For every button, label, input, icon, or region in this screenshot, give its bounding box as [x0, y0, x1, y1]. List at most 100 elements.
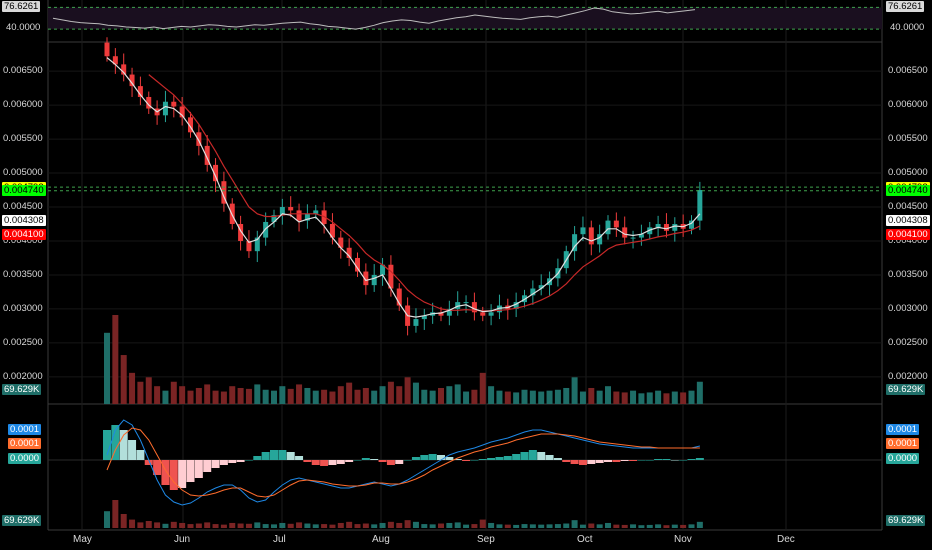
volume-bar-47	[496, 390, 503, 404]
macd-volume-bar-6	[154, 522, 161, 528]
macd-hist-31	[361, 458, 370, 460]
macd-hist-52	[537, 452, 546, 460]
macd-volume-bar-52	[538, 524, 545, 528]
x-tick-may: May	[73, 534, 92, 545]
y-tick-right-3: 0.005000	[888, 167, 928, 179]
candle-body-43	[463, 302, 469, 304]
volume-bar-21	[279, 386, 286, 404]
candle-body-30	[355, 257, 360, 272]
volume-bar-35	[396, 386, 403, 404]
macd-hist-49	[512, 454, 521, 460]
macd-volume-bar-50	[521, 524, 528, 528]
macd-volume-bar-10	[187, 524, 194, 528]
macd-hist-24	[303, 460, 312, 462]
macd-volume-bar-42	[454, 522, 461, 528]
candle-body-71	[697, 190, 703, 221]
macd-hist-9	[178, 460, 187, 488]
candle-body-65	[647, 227, 653, 235]
volume-bar-2	[120, 355, 127, 404]
candle-body-52	[538, 285, 544, 289]
price-badge-right-2: 0.004308	[886, 214, 930, 226]
volume-bar-41	[446, 386, 453, 404]
macd-hist-0	[103, 430, 111, 460]
macd-line-0	[106, 419, 701, 506]
candle-body-19	[263, 221, 269, 238]
macd-volume-bar-25	[312, 524, 319, 528]
macd-hist-47	[495, 457, 504, 460]
macd-hist-5	[144, 460, 153, 465]
macd-hist-37	[411, 457, 420, 460]
macd-volume-bar-27	[329, 524, 336, 528]
macd-volume-bar-18	[254, 522, 261, 528]
macd-volume-bar-8	[170, 521, 177, 528]
candle-body-58	[588, 227, 594, 245]
macd-volume-bar-26	[321, 524, 328, 528]
macd-hist-23	[295, 456, 304, 460]
macd-volume-bar-48	[504, 524, 511, 528]
macd-volume-bar-11	[195, 523, 202, 528]
macd-volume-bar-43	[463, 524, 470, 528]
macd-hist-54	[553, 458, 562, 460]
macd-badge-right-1: 0.0001	[886, 438, 920, 449]
candle-body-40	[438, 312, 444, 316]
rsi-badge-bottom-left: 40.0000	[6, 22, 41, 33]
volume-bar-51	[529, 390, 536, 404]
rsi-badge-bottom-right: 40.0000	[890, 22, 925, 33]
candle-body-67	[663, 224, 669, 231]
macd-badge-left-0: 0.0001	[8, 424, 42, 435]
macd-hist-45	[478, 459, 487, 460]
candle-body-64	[638, 234, 644, 238]
volume-bar-44	[471, 389, 478, 404]
y-tick-left-4: 0.004500	[3, 201, 43, 213]
macd-hist-38	[420, 455, 429, 460]
volume-bar-58	[588, 387, 595, 404]
candle-body-20	[271, 215, 277, 222]
y-tick-right-0: 0.006500	[888, 65, 928, 77]
macd-hist-26	[320, 460, 329, 466]
volume-bar-20	[271, 390, 277, 404]
macd-hist-25	[311, 460, 320, 465]
macd-volume-bar-70	[688, 524, 695, 528]
volume-bar-4	[137, 381, 144, 404]
macd-volume-bar-32	[371, 524, 378, 528]
volume-bar-39	[429, 390, 436, 404]
macd-volume-bar-57	[579, 524, 586, 528]
macd-hist-64	[637, 460, 646, 461]
candle-body-21	[279, 207, 285, 216]
volume-bar-25	[312, 390, 319, 404]
ema-fast-line	[106, 57, 701, 318]
macd-volume-bar-53	[546, 524, 553, 528]
macd-volume-bar-5	[145, 521, 152, 528]
macd-hist-67	[662, 459, 671, 460]
volume-bar-40	[438, 387, 444, 404]
macd-hist-51	[528, 450, 537, 460]
y-tick-right-9: 0.002000	[888, 370, 928, 382]
candle-body-51	[530, 288, 536, 296]
volume-bar-54	[554, 389, 561, 404]
macd-volume-bar-13	[212, 524, 219, 528]
candle-body-4	[137, 86, 143, 97]
y-tick-left-9: 0.002000	[3, 370, 43, 382]
volume-bar-27	[329, 391, 336, 404]
macd-volume-bar-65	[646, 524, 653, 528]
volume-bar-53	[546, 390, 553, 404]
candle-body-63	[630, 237, 636, 239]
candle-body-17	[246, 240, 252, 252]
candle-body-32	[371, 274, 377, 286]
macd-volume-bar-45	[479, 519, 486, 528]
candle-body-61	[613, 220, 619, 228]
macd-volume-bar-40	[438, 523, 444, 528]
y-tick-right-5: 0.004000	[888, 234, 928, 246]
macd-hist-53	[545, 455, 554, 460]
volume-bar-69	[680, 392, 687, 404]
price-badge-left-3: 0.004100	[2, 228, 46, 240]
macd-volume-bar-35	[396, 522, 403, 528]
candle-body-24	[304, 213, 310, 221]
candle-body-7	[162, 101, 168, 116]
volume-bar-8	[170, 381, 177, 404]
volume-bar-52	[538, 391, 545, 404]
volume-bar-61	[613, 391, 620, 404]
macd-volume-bar-15	[229, 522, 236, 528]
volume-bar-22	[287, 388, 294, 404]
